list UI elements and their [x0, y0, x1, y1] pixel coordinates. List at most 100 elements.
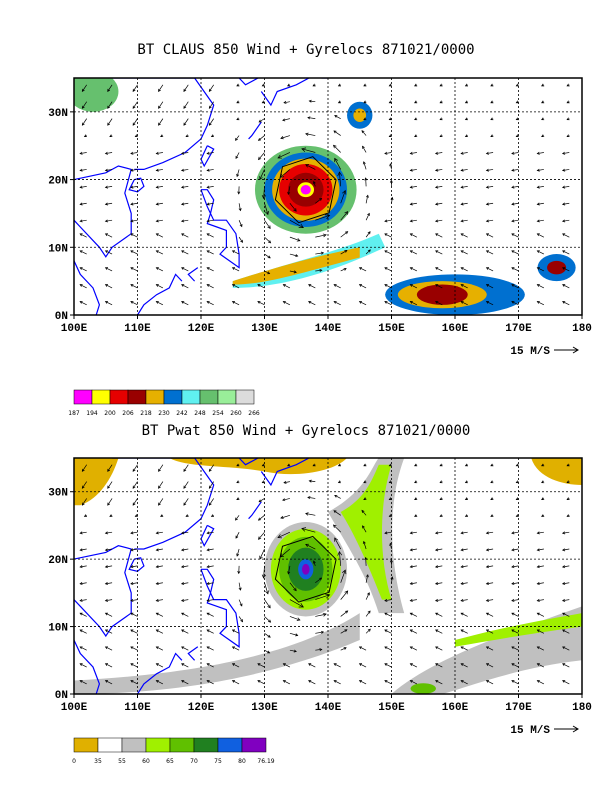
wind-vector-head: [334, 157, 338, 163]
wind-vector: [362, 525, 367, 533]
wind-vector-head: [283, 100, 287, 104]
wind-vector-head: [334, 115, 338, 118]
wind-vector: [435, 301, 443, 306]
wind-vector-head: [79, 301, 83, 304]
wind-vector-head: [180, 565, 185, 569]
wind-vector-head: [287, 191, 291, 196]
wind-vector-head: [485, 202, 490, 206]
wind-vector: [130, 582, 138, 585]
wind-vector: [435, 548, 443, 551]
wind-vector-head: [265, 210, 269, 216]
wind-vector-head: [409, 548, 413, 552]
wind-vector-head: [333, 130, 337, 134]
wind-vector: [486, 185, 494, 188]
wind-vector-head: [388, 100, 392, 104]
wind-vector-head: [343, 267, 347, 271]
wind-vector: [80, 582, 87, 585]
wind-vector: [340, 250, 348, 255]
wind-vector-head: [536, 680, 540, 683]
gyre-location: [274, 156, 337, 224]
y-tick-label: 30N: [48, 108, 68, 120]
wind-vector-head: [257, 137, 262, 141]
wind-vector: [156, 202, 163, 205]
wind-vector-head: [409, 612, 413, 616]
wind-vector: [391, 197, 393, 204]
wind-vector: [384, 284, 392, 289]
wind-vector-head: [541, 463, 545, 467]
wind-vector: [130, 565, 138, 568]
wind-vector-head: [485, 598, 490, 602]
wind-vector-head: [515, 100, 519, 104]
wind-vector-head: [409, 598, 413, 602]
wind-vector: [333, 524, 341, 533]
colorbar-swatch: [97, 737, 123, 753]
wind-vector-head: [155, 151, 159, 155]
wind-vector-head: [130, 250, 134, 254]
wind-vector-head: [301, 527, 307, 532]
wind-vector: [340, 647, 347, 651]
wind-vector: [410, 284, 418, 289]
wind-vector-head: [409, 629, 413, 633]
wind-vector: [365, 592, 370, 600]
wind-vector: [537, 663, 545, 668]
wind-vector: [79, 646, 87, 651]
wind-vector-head: [155, 680, 159, 683]
wind-vector: [315, 269, 322, 272]
wind-vector: [511, 250, 519, 255]
wind-vector-head: [180, 219, 185, 223]
wind-vector: [79, 663, 87, 668]
wind-vector: [562, 612, 570, 617]
wind-vector-head: [261, 574, 266, 579]
wind-vector-head: [485, 284, 490, 287]
wind-vector-head: [435, 250, 439, 254]
wind-vector: [105, 185, 113, 188]
wind-vector: [156, 548, 163, 551]
wind-vector-head: [307, 116, 311, 120]
wind-vector-head: [358, 267, 363, 270]
wind-vector-head: [344, 629, 348, 632]
wind-vector: [235, 532, 240, 539]
wind-vector-head: [464, 100, 469, 104]
wind-vector-head: [282, 301, 286, 304]
wind-vector: [359, 680, 367, 685]
wind-vector-head: [435, 284, 439, 287]
wind-vector-head: [280, 515, 284, 520]
wind-vector-head: [566, 463, 570, 467]
wind-vector: [238, 599, 243, 607]
wind-vector: [105, 219, 113, 222]
x-tick-label: 120E: [188, 702, 215, 714]
wind-vector-head: [155, 301, 159, 304]
wind-vector: [235, 135, 240, 141]
wind-vector-head: [460, 612, 464, 616]
wind-vector-head: [235, 517, 238, 521]
moist-band-west: [74, 613, 360, 694]
wind-vector: [333, 663, 341, 668]
wind-vector: [80, 599, 87, 602]
wind-vector-head: [235, 535, 239, 539]
wind-vector-head: [536, 219, 540, 223]
coastline: [200, 568, 240, 648]
wind-vector-head: [364, 556, 368, 560]
wind-vector: [435, 284, 443, 289]
colorbar-label: 55: [118, 758, 126, 765]
wind-vector-head: [155, 185, 159, 189]
wind-vector-head: [562, 284, 566, 287]
wind-vector: [313, 181, 316, 187]
wind-vector-head: [104, 168, 109, 172]
wind-vector: [511, 663, 519, 668]
wind-vector: [340, 211, 349, 221]
wind-vector: [207, 185, 214, 188]
wind-vector: [206, 612, 214, 617]
wind-vector-head: [183, 88, 187, 93]
x-tick-label: 150E: [378, 702, 405, 714]
wind-vector-head: [515, 514, 519, 517]
wind-vector-head: [332, 144, 337, 149]
wind-vector: [156, 565, 163, 568]
wind-vector-head: [566, 480, 570, 484]
wind-vector: [264, 633, 271, 638]
wind-vector: [283, 481, 290, 484]
wind-vector: [105, 680, 113, 685]
wind-vector-head: [155, 219, 159, 223]
wind-vector-head: [130, 233, 134, 237]
wind-vector-head: [236, 100, 240, 104]
